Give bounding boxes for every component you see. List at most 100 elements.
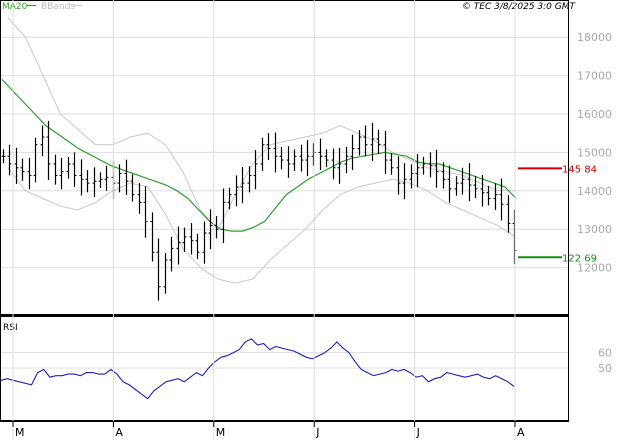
price-tick-label: 13000 xyxy=(577,223,612,236)
ohlc-bar xyxy=(266,133,271,161)
bbands-upper-line xyxy=(7,17,515,231)
ohlc-bar xyxy=(260,137,265,171)
ohlc-bar xyxy=(292,149,297,171)
ohlc-bar xyxy=(79,159,84,196)
ohlc-bar xyxy=(202,221,207,264)
ohlc-bar xyxy=(163,253,168,294)
ohlc-bar xyxy=(389,153,394,175)
ohlc-bar xyxy=(331,148,336,180)
ohlc-bar xyxy=(195,233,200,260)
price-tick-label: 14000 xyxy=(577,185,612,198)
ohlc-bar xyxy=(240,166,245,204)
time-tick-label: M xyxy=(216,426,226,439)
ohlc-bar xyxy=(344,147,349,174)
ohlc-bar xyxy=(467,163,472,202)
ohlc-bar xyxy=(350,134,355,171)
ohlc-bar xyxy=(370,122,375,161)
ohlc-bar xyxy=(46,120,51,181)
ma20-path xyxy=(1,78,517,232)
rsi-panel-title: RSI xyxy=(3,323,18,333)
ohlc-bar xyxy=(415,153,420,188)
price-tick-label: 17000 xyxy=(577,70,612,83)
ohlc-bar xyxy=(357,130,362,156)
ohlc-bar xyxy=(182,227,187,252)
ohlc-bar xyxy=(318,138,323,171)
level-label-high: 145 84 xyxy=(562,164,597,175)
ohlc-bar xyxy=(40,125,45,157)
bbands-lower-line xyxy=(7,167,516,284)
ohlc-bar xyxy=(480,175,485,207)
rsi-path xyxy=(0,338,515,400)
ohlc-bar xyxy=(286,146,291,178)
ohlc-bar xyxy=(421,157,426,175)
ohlc-bar xyxy=(273,132,278,173)
price-levels: 145 84 122 69 xyxy=(518,164,597,264)
ohlc-bar xyxy=(221,188,226,244)
main-panel-frame xyxy=(0,0,569,315)
rsi-tick-label: 50 xyxy=(598,362,612,375)
ohlc-bar xyxy=(447,165,452,203)
ohlc-bar xyxy=(299,144,304,172)
ohlc-bar xyxy=(7,144,12,176)
ohlc-bar xyxy=(506,195,511,233)
ohlc-bar xyxy=(493,183,498,210)
ohlc-bar xyxy=(363,125,368,157)
ohlc-bar xyxy=(337,147,342,184)
price-tick-label: 18000 xyxy=(577,31,612,44)
ohlc-bar xyxy=(324,149,329,167)
ma20-legend-label: MA20 xyxy=(2,2,28,12)
ohlc-bar xyxy=(143,186,148,238)
ohlc-bar xyxy=(53,154,58,185)
ohlc-bar xyxy=(311,143,316,166)
ohlc-bar xyxy=(92,167,97,197)
ohlc-bar xyxy=(104,165,109,191)
price-tick-label: 15000 xyxy=(577,146,612,159)
price-axis: 18000 17000 16000 15000 14000 13000 12000 xyxy=(577,31,612,274)
ohlc-bar xyxy=(150,212,155,262)
ohlc-bar xyxy=(247,166,252,193)
price-tick-label: 16000 xyxy=(577,108,612,121)
ohlc-bar xyxy=(130,174,135,202)
level-label-low: 122 69 xyxy=(562,253,597,264)
ohlc-bar xyxy=(234,175,239,207)
time-tick-label: M xyxy=(15,426,25,439)
ohlc-bar xyxy=(33,137,38,183)
ohlc-bar xyxy=(454,176,459,196)
ohlc-bar xyxy=(85,170,90,193)
ohlc-bar xyxy=(98,172,103,189)
ohlc-bar xyxy=(376,129,381,154)
ohlc-bar xyxy=(14,147,19,184)
time-tick-label: J xyxy=(416,426,420,439)
ohlc-bar xyxy=(214,216,219,239)
rsi-grid xyxy=(1,352,568,369)
time-tick-label: A xyxy=(115,426,123,439)
ohlc-bar xyxy=(189,223,194,255)
ohlc-bar xyxy=(428,152,433,178)
ohlc-bar xyxy=(20,158,25,181)
bollinger-bands xyxy=(7,17,516,284)
ohlc-bar xyxy=(279,147,284,170)
ohlc-bar xyxy=(441,162,446,189)
rsi-tick-label: 60 xyxy=(598,347,612,360)
ohlc-bar xyxy=(72,152,77,187)
ohlc-bar xyxy=(208,209,213,250)
bbands-legend-label: BBands xyxy=(41,2,75,12)
ohlc-bar xyxy=(383,130,388,174)
ma20-line xyxy=(1,78,517,232)
rsi-panel-frame xyxy=(0,316,569,421)
ohlc-bar xyxy=(59,157,64,190)
ohlc-bar xyxy=(66,157,71,179)
ohlc-bar xyxy=(253,150,258,190)
ohlc-bar xyxy=(137,183,142,214)
ohlc-bar xyxy=(409,164,414,189)
time-tick-label: J xyxy=(315,426,319,439)
ohlc-bar xyxy=(486,185,491,206)
ohlc-bars xyxy=(1,120,517,301)
ohlc-bar xyxy=(499,178,504,221)
ohlc-bar xyxy=(305,140,310,177)
ohlc-bar xyxy=(1,149,6,164)
ohlc-bar xyxy=(396,156,401,195)
